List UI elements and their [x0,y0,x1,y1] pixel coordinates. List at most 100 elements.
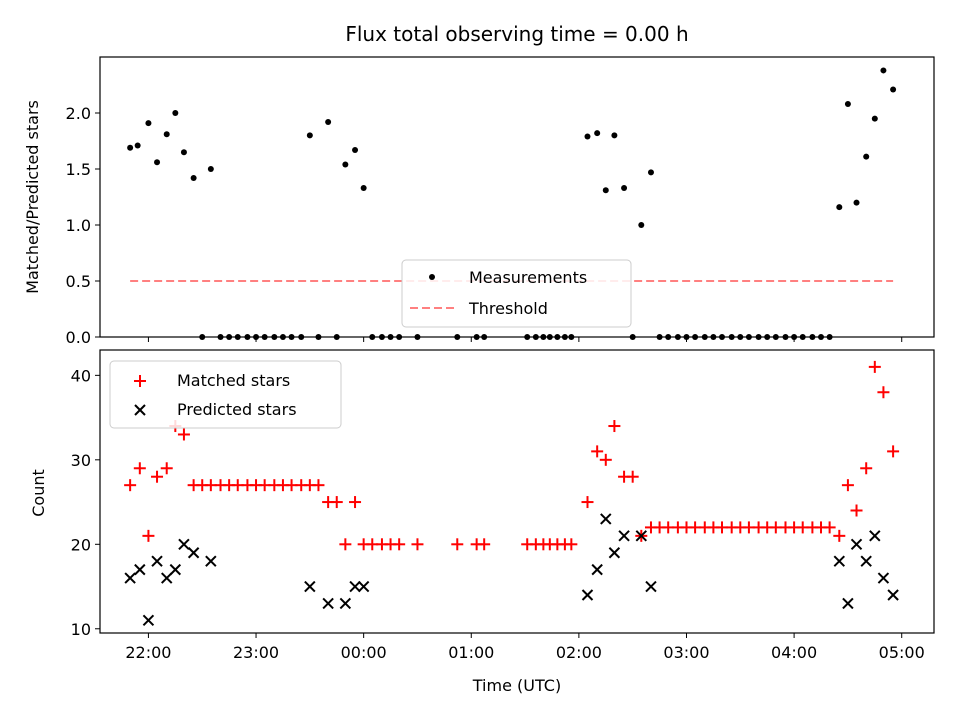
y-tick-label: 0.0 [66,328,91,347]
matched-star-point [823,521,836,534]
measurement-point [853,199,860,206]
predicted-star-point [178,538,190,551]
measurement-point [611,132,618,139]
x-tick-label: 23:00 [233,643,279,662]
matched-star-point [599,453,612,466]
y-tick-label: 20 [71,535,91,554]
predicted-star-point [339,597,352,610]
predicted-star-point [304,580,316,593]
x-tick-label: 03:00 [663,643,709,662]
measurement-point [180,149,187,156]
measurement-point [360,185,367,192]
predicted-star-point [124,572,136,584]
measurement-point [342,161,349,168]
y-tick-label: 2.0 [66,104,91,123]
predicted-star-point [142,614,155,627]
predicted-star-point [591,563,603,576]
matched-star-point [565,538,578,551]
matched-star-point [349,496,362,509]
legend-matched-marker [134,375,146,387]
x-tick-label: 05:00 [879,643,925,662]
y-tick-label: 0.5 [66,272,91,291]
matched-star-point [887,445,900,458]
predicted-star-point [169,563,182,576]
predicted-star-point [134,563,146,576]
measurement-point [863,153,870,160]
measurement-point [134,142,141,149]
legend-predicted-marker [134,404,146,416]
predicted-star-point [645,580,657,593]
predicted-star-point [850,538,863,551]
bottom-y-axis-label: Count [29,469,48,517]
measurement-point [325,118,332,125]
x-axis-label: Time (UTC) [472,676,561,695]
x-tick-label: 00:00 [341,643,387,662]
legend-measurements-label: Measurements [469,268,587,287]
x-tick-label: 01:00 [448,643,494,662]
matched-star-point [868,360,881,373]
measurement-point [154,159,161,166]
predicted-star-point [187,547,200,559]
x-tick-label: 22:00 [125,643,171,662]
top-axes-frame [99,56,935,338]
matched-star-point [330,496,343,509]
y-tick-label: 40 [71,366,91,385]
bottom-legend: Matched stars Predicted stars [109,360,342,429]
matched-star-point [133,462,146,475]
matched-star-point [860,462,873,475]
predicted-star-point [600,513,612,525]
matched-star-point [339,538,352,551]
measurement-point [638,222,645,228]
matched-star-point [877,386,890,399]
matched-star-point [478,538,491,551]
measurement-point [621,185,628,192]
matched-star-point [608,420,621,433]
matched-star-point [833,529,846,542]
measurement-point [890,86,897,93]
top-y-axis-label: Matched/Predicted stars [23,100,42,294]
bottom-legend-box [109,360,342,429]
matched-star-point [581,496,594,509]
y-tick-label: 10 [71,620,91,639]
predicted-star-point [349,580,361,593]
measurement-point [880,67,887,74]
legend-matched-label: Matched stars [177,371,290,390]
matched-star-point [393,538,406,551]
predicted-star-point [322,597,334,610]
predicted-star-point [608,547,621,559]
bottom-axes-frame [99,349,935,634]
matched-star-point [626,470,639,483]
legend-threshold-label: Threshold [468,299,548,318]
measurement-point [584,133,591,140]
matched-star-point [411,538,424,551]
matched-star-point [160,462,173,475]
measurement-point [871,115,878,122]
matched-star-point [177,428,190,441]
measurement-point [647,169,654,176]
measurement-point [836,204,843,211]
chart-title: Flux total observing time = 0.00 h [345,22,688,46]
measurement-point [352,146,359,153]
y-tick-label: 30 [71,451,91,470]
predicted-star-point [581,589,594,601]
matched-star-point [591,445,604,458]
y-tick-label: 1.5 [66,160,91,179]
measurement-point [145,120,152,127]
predicted-star-point [151,555,163,567]
top-panel: Flux total observing time = 0.00 h Match… [23,22,935,347]
predicted-star-point [842,597,854,610]
predicted-star-point [860,555,872,567]
x-tick-label: 02:00 [556,643,602,662]
top-y-ticks: 0.0 0.5 1.0 1.5 2.0 [66,104,100,347]
bottom-y-ticks: 10 20 30 40 [71,366,100,639]
matched-star-point [850,504,863,517]
measurement-point [844,101,851,108]
matched-star-point [142,529,155,542]
measurement-point [127,144,134,151]
top-legend: Measurements Threshold [401,259,632,328]
measurement-point [594,130,601,137]
bottom-plot-area [124,360,900,627]
predicted-star-point [887,589,899,601]
predicted-star-point [833,555,846,567]
